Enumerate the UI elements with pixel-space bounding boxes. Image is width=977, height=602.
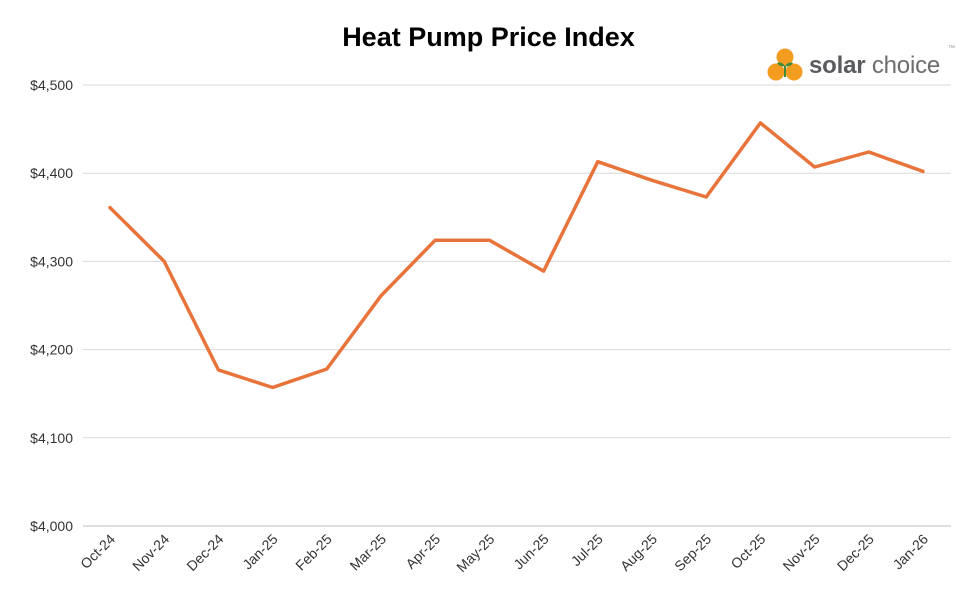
logo-text: solar choice	[809, 52, 941, 79]
x-tick-label: Dec-25	[834, 531, 877, 574]
x-tick-label: Nov-24	[129, 531, 172, 574]
data-point	[433, 238, 437, 242]
data-point	[325, 367, 329, 371]
y-tick-label: $4,500	[30, 77, 73, 93]
solar-choice-logo: solar choice ™	[766, 45, 955, 84]
x-tick-label: Jun-25	[510, 531, 552, 573]
x-tick-label: May-25	[453, 531, 497, 575]
data-point	[271, 386, 275, 390]
x-tick-label: Jan-26	[890, 531, 932, 573]
data-point	[487, 238, 491, 242]
x-tick-label: Mar-25	[346, 531, 389, 574]
data-point	[758, 121, 762, 125]
y-tick-label: $4,100	[30, 430, 73, 446]
data-point	[162, 259, 166, 263]
data-point	[813, 165, 817, 169]
y-tick-label: $4,300	[30, 253, 73, 269]
logo-trademark: ™	[948, 45, 955, 52]
x-tick-label: Sep-25	[671, 531, 714, 574]
x-tick-label: Jan-25	[239, 531, 281, 573]
y-tick-label: $4,000	[30, 518, 73, 534]
x-tick-label: Oct-24	[77, 531, 118, 572]
data-point	[650, 178, 654, 182]
x-tick-label: Jul-25	[568, 531, 606, 569]
series-line	[108, 121, 925, 390]
data-point	[596, 160, 600, 164]
data-point	[108, 206, 112, 210]
data-point	[921, 169, 925, 173]
x-tick-label: Dec-24	[183, 531, 226, 574]
y-tick-label: $4,400	[30, 165, 73, 181]
x-tick-label: Feb-25	[292, 531, 335, 574]
data-point	[216, 368, 220, 372]
x-tick-label: Aug-25	[617, 531, 660, 574]
data-point	[867, 150, 871, 154]
data-point	[542, 269, 546, 273]
x-tick-label: Apr-25	[402, 531, 443, 572]
chart-title: Heat Pump Price Index	[342, 22, 635, 52]
x-tick-label: Oct-25	[727, 531, 768, 572]
x-tick-label: Nov-25	[779, 531, 822, 574]
solar-choice-logo-icon	[767, 48, 803, 81]
data-point	[379, 294, 383, 298]
y-tick-label: $4,200	[30, 342, 73, 358]
data-point	[704, 195, 708, 199]
